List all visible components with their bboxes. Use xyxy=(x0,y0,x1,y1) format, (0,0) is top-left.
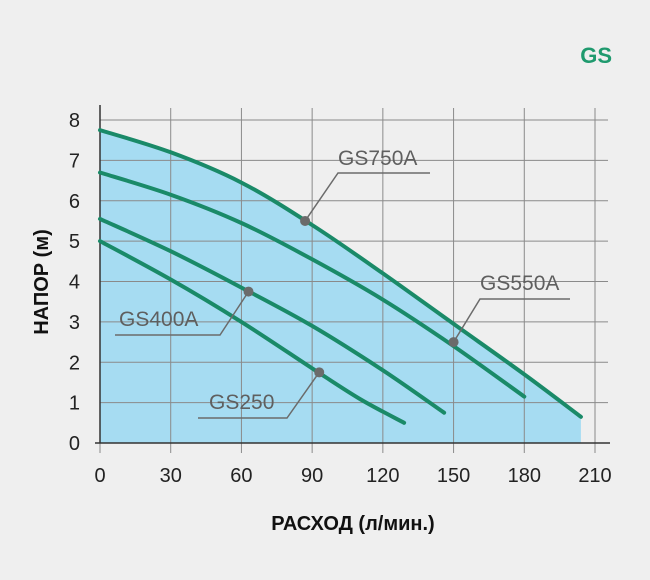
x-axis-title: РАСХОД (л/мин.) xyxy=(271,513,434,535)
x-tick-label: 150 xyxy=(437,465,470,487)
series-label-gs550a: GS550A xyxy=(480,272,559,295)
y-tick-label: 0 xyxy=(69,433,80,455)
leader-line-gs250 xyxy=(198,371,320,419)
curve-gs250 xyxy=(98,239,407,425)
marker-gs400a xyxy=(243,286,254,297)
y-axis-title: НАПОР (м) xyxy=(31,229,53,335)
leader-line-gs400a xyxy=(115,291,250,336)
marker-gs250 xyxy=(314,367,325,378)
marker-gs750a xyxy=(300,215,311,226)
series-label-gs250: GS250 xyxy=(209,391,274,414)
performance-area-fill xyxy=(100,130,581,443)
x-tick-label: 180 xyxy=(508,465,541,487)
leader-line-gs750a xyxy=(304,172,430,222)
brand-logo-text: GS xyxy=(580,43,612,68)
y-tick-label: 2 xyxy=(69,352,80,374)
leader-line-gs550a xyxy=(452,298,570,343)
y-tick-label: 6 xyxy=(69,191,80,213)
y-tick-label: 3 xyxy=(69,312,80,334)
y-tick-label: 5 xyxy=(69,231,80,253)
curve-gs750a xyxy=(98,128,583,419)
y-tick-label: 7 xyxy=(69,150,80,172)
x-tick-label: 90 xyxy=(301,465,323,487)
series-label-gs750a: GS750A xyxy=(338,147,417,170)
x-tick-label: 210 xyxy=(578,465,611,487)
series-label-gs400a: GS400A xyxy=(119,308,198,331)
y-tick-label: 1 xyxy=(69,393,80,415)
x-tick-label: 30 xyxy=(160,465,182,487)
y-tick-label: 4 xyxy=(69,272,80,294)
x-tick-label: 0 xyxy=(94,465,105,487)
x-tick-label: 60 xyxy=(230,465,252,487)
curve-gs400a xyxy=(98,216,447,415)
x-tick-label: 120 xyxy=(366,465,399,487)
marker-gs550a xyxy=(448,337,459,348)
y-tick-label: 8 xyxy=(69,110,80,132)
